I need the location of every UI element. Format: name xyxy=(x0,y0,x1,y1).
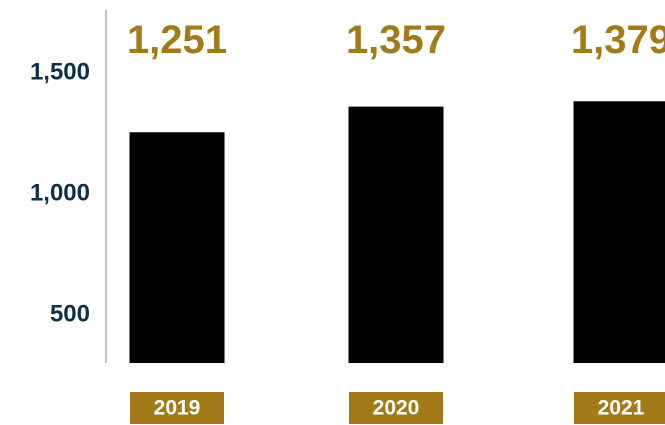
y-tick-label: 1,500 xyxy=(30,59,90,86)
category-label: 2021 xyxy=(598,397,645,420)
category-badge xyxy=(574,392,665,424)
y-tick-label: 500 xyxy=(50,301,90,328)
y-tick-label: 1,000 xyxy=(30,180,90,207)
bar-value-label: 1,379 xyxy=(571,18,665,62)
category-badge xyxy=(349,392,443,424)
bar xyxy=(573,101,665,364)
bar-value-label: 1,251 xyxy=(127,18,227,62)
bar-value-label: 1,357 xyxy=(346,18,446,62)
bar xyxy=(129,132,225,363)
bar xyxy=(348,106,444,363)
category-badge xyxy=(130,392,224,424)
category-label: 2019 xyxy=(154,397,201,420)
category-label: 2020 xyxy=(373,397,420,420)
